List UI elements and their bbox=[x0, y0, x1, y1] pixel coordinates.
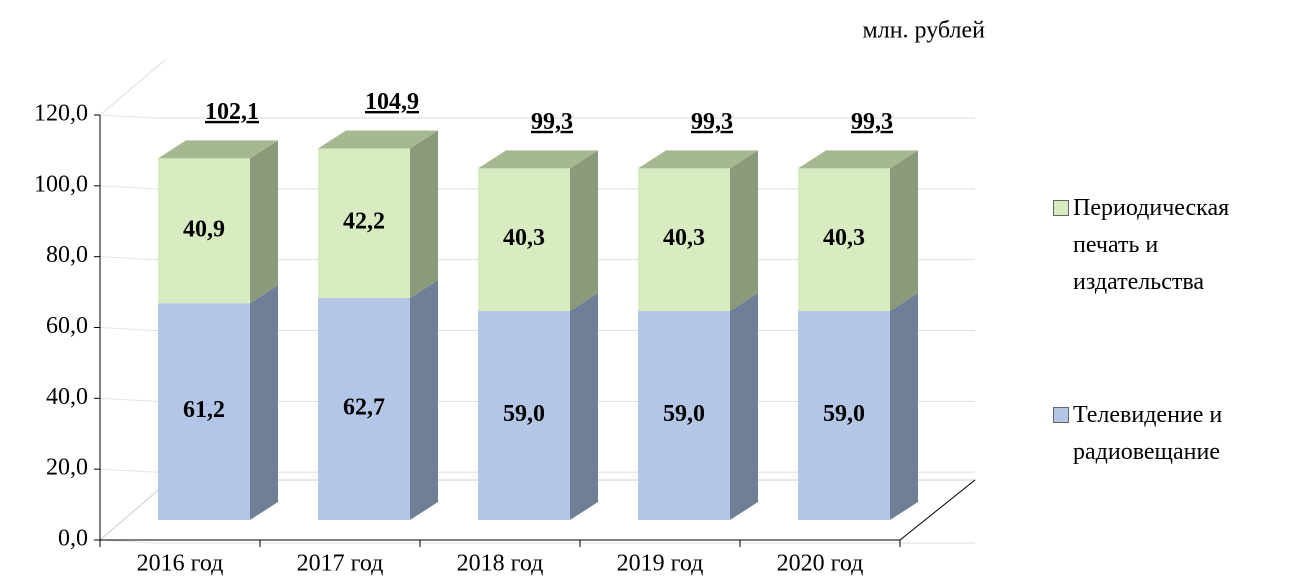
bar-top bbox=[638, 150, 758, 169]
data-label: 40,3 bbox=[823, 225, 865, 251]
data-label: 62,7 bbox=[343, 394, 385, 420]
data-label: 40,9 bbox=[183, 216, 225, 242]
bar-side bbox=[410, 279, 438, 520]
bar-side bbox=[570, 293, 598, 520]
data-label: 42,2 bbox=[343, 209, 385, 235]
bar-front bbox=[318, 148, 410, 298]
y-tick-label: 20,0 bbox=[46, 455, 88, 481]
y-tick-label: 120,0 bbox=[34, 101, 88, 127]
floor-edge bbox=[899, 479, 976, 541]
x-tick-label: 2017 год bbox=[297, 551, 384, 577]
bar-side bbox=[250, 140, 278, 304]
bar-side bbox=[410, 130, 438, 298]
grid-diag bbox=[99, 256, 156, 261]
bar-side bbox=[730, 293, 758, 520]
data-label: 59,0 bbox=[823, 401, 865, 427]
grid-diag bbox=[99, 327, 156, 331]
bar-front bbox=[158, 158, 250, 304]
bar-side bbox=[890, 150, 918, 312]
grid-diag bbox=[99, 185, 156, 190]
y-tick-label: 60,0 bbox=[46, 313, 88, 339]
legend-label: Телевидение и радиовещание bbox=[1073, 402, 1223, 465]
bar-front bbox=[798, 311, 890, 520]
data-label: 40,3 bbox=[663, 225, 705, 251]
x-tick-label: 2020 год bbox=[777, 551, 864, 577]
data-label: 61,2 bbox=[183, 397, 225, 423]
grid-diag bbox=[99, 397, 156, 402]
legend-swatch bbox=[1053, 200, 1069, 216]
bar-side bbox=[250, 285, 278, 520]
bar-side bbox=[890, 293, 918, 520]
bar-front bbox=[638, 311, 730, 520]
bar-front bbox=[478, 168, 570, 312]
unit-label: млн. рублей bbox=[863, 18, 986, 44]
bar-front bbox=[158, 303, 250, 520]
total-label: 99,3 bbox=[531, 109, 573, 135]
bar-top bbox=[318, 130, 438, 149]
bar-side bbox=[730, 150, 758, 312]
legend-swatch bbox=[1053, 407, 1069, 423]
x-tick-label: 2019 год bbox=[617, 551, 704, 577]
data-label: 40,3 bbox=[503, 225, 545, 251]
x-tick-label: 2018 год bbox=[457, 551, 544, 577]
total-label: 102,1 bbox=[205, 99, 259, 125]
y-tick-label: 0,0 bbox=[58, 526, 88, 552]
bar-top bbox=[158, 140, 278, 159]
x-tick-label: 2016 год bbox=[137, 551, 224, 577]
bar-front bbox=[798, 168, 890, 312]
legend-label: Периодическая печать и издательства bbox=[1073, 195, 1230, 295]
y-tick-label: 100,0 bbox=[34, 171, 88, 197]
y-tick-label: 80,0 bbox=[46, 242, 88, 268]
y-tick-label: 40,0 bbox=[46, 384, 88, 410]
bar-side bbox=[570, 150, 598, 312]
total-label: 99,3 bbox=[851, 109, 893, 135]
bar-front bbox=[638, 168, 730, 312]
total-label: 104,9 bbox=[365, 89, 419, 115]
bar-front bbox=[318, 297, 410, 520]
bar-top bbox=[478, 150, 598, 169]
total-label: 99,3 bbox=[691, 109, 733, 135]
bar-top bbox=[798, 150, 918, 169]
bar-front bbox=[478, 311, 570, 520]
grid-diag bbox=[99, 114, 156, 119]
data-label: 59,0 bbox=[663, 401, 705, 427]
data-label: 59,0 bbox=[503, 401, 545, 427]
grid-diag bbox=[99, 468, 156, 473]
back-wall-edge bbox=[99, 59, 166, 116]
